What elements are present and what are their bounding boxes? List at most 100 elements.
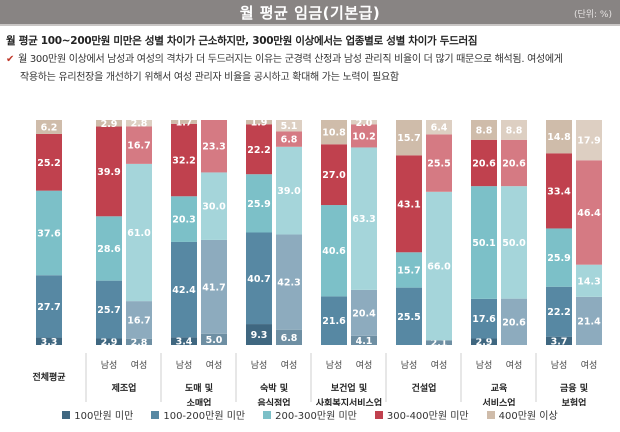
bar-segment (471, 186, 497, 299)
data-label: 20.6 (472, 158, 496, 169)
gender-label: 여성 (206, 359, 223, 371)
data-label: 17.6 (472, 314, 496, 325)
data-label: 33.4 (547, 186, 571, 197)
data-label: 15.7 (397, 265, 420, 276)
legend-label: 400만원 이상 (498, 411, 558, 422)
bar-segment (96, 280, 122, 339)
legend-swatch (486, 411, 495, 419)
data-label: 3.4 (176, 337, 193, 348)
bar-segment (321, 144, 347, 206)
bar-segment (171, 196, 197, 242)
unit-label: (단위: %) (573, 10, 612, 20)
gender-label: 남성 (551, 360, 568, 371)
note-line-1: 월 300만원 이상에서 남성과 여성의 격차가 더 두드러지는 이유는 군경력… (18, 54, 563, 65)
chart-title: 월 평균 임금(기본급) (239, 4, 381, 22)
data-label: 22.2 (547, 307, 570, 318)
bar-segment (576, 264, 602, 297)
chart-header: 월 평균 임금(기본급) (단위: %) (0, 0, 620, 26)
legend-item: 200-300만원 미만 (263, 407, 357, 422)
data-label: 16.7 (127, 141, 150, 152)
data-label: 6.8 (281, 333, 298, 344)
bar-segment (471, 298, 497, 339)
data-label: 2.9 (101, 119, 118, 130)
bar-segment (546, 120, 572, 154)
data-label: 8.8 (476, 125, 493, 136)
bar-segment (246, 232, 272, 325)
gender-label: 여성 (356, 359, 373, 371)
data-label: 63.3 (352, 214, 375, 225)
gender-label: 여성 (431, 359, 448, 371)
bar-segment (126, 120, 152, 127)
bar-segment (426, 134, 452, 192)
data-label: 15.7 (397, 133, 420, 144)
bar-segment (351, 289, 377, 336)
category-label: 전체평균 (32, 371, 66, 383)
note: ✔ 월 300만원 이상에서 남성과 여성의 격차가 더 두드러지는 이유는 군경… (6, 51, 616, 87)
data-label: 6.8 (281, 135, 298, 146)
data-label: 41.7 (202, 282, 225, 293)
bar-segment (201, 333, 227, 345)
legend-label: 100-200만원 미만 (163, 411, 246, 422)
data-label: 39.9 (97, 167, 120, 178)
category-label: 숙박 및 (260, 382, 288, 394)
data-label: 3.7 (551, 336, 568, 347)
category-label: 사회복지서비스업 (316, 397, 382, 406)
bar-segment (171, 241, 197, 338)
legend-item: 100만원 미만 (62, 407, 133, 422)
bar-segment (36, 133, 62, 191)
bar-segment (36, 190, 62, 276)
category-label: 교육 (491, 383, 508, 394)
data-label: 42.4 (172, 285, 196, 296)
data-label: 20.6 (502, 317, 526, 328)
gender-label: 남성 (101, 360, 118, 371)
gender-label: 남성 (401, 360, 418, 371)
bar-segment (171, 337, 197, 345)
data-label: 42.3 (277, 278, 300, 289)
data-label: 30.0 (202, 202, 226, 213)
bar-segment (276, 120, 302, 132)
data-label: 2.1 (431, 338, 448, 349)
bar-segment (201, 172, 227, 240)
stacked-bar-chart: 3.3 27.7 37.6 25.2 6.2 전체평균 2.9 25.7 28.6 39.9 2.9… (32, 117, 602, 406)
data-label: 17.9 (577, 136, 600, 147)
data-label: 4.1 (356, 336, 373, 347)
bar-segment (321, 205, 347, 297)
gender-label: 여성 (281, 359, 298, 371)
bar-segment (396, 120, 422, 156)
data-label: 25.9 (547, 253, 570, 264)
bar-segment (546, 336, 572, 345)
bar-segment (201, 120, 227, 173)
bar-segment (351, 335, 377, 345)
bar-segment (276, 146, 302, 235)
bar-segment (426, 340, 452, 345)
gender-label: 여성 (131, 359, 148, 371)
data-label: 2.0 (356, 118, 373, 129)
legend-label: 100만원 미만 (74, 411, 134, 422)
data-label: 2.9 (101, 337, 118, 348)
bar-segment (321, 120, 347, 145)
gender-label: 여성 (581, 359, 598, 371)
category-label: 건설업 (412, 382, 437, 394)
bar-segment (471, 120, 497, 140)
category-label: 제조업 (112, 382, 137, 394)
legend-swatch (151, 411, 160, 419)
data-label: 6.4 (431, 123, 448, 134)
data-label: 40.6 (322, 246, 346, 257)
data-label: 21.6 (322, 316, 346, 327)
bar-segment (351, 147, 377, 290)
bar-segment (96, 126, 122, 217)
data-label: 27.7 (37, 302, 60, 313)
data-label: 28.6 (97, 244, 121, 255)
data-label: 2.8 (131, 119, 148, 130)
legend-swatch (263, 411, 272, 419)
data-label: 10.2 (352, 131, 375, 142)
data-label: 14.3 (577, 276, 600, 287)
legend-swatch (374, 411, 383, 419)
data-label: 66.0 (427, 262, 451, 273)
data-label: 32.2 (172, 156, 195, 167)
bar-segment (576, 160, 602, 265)
bar-segment (201, 239, 227, 334)
legend-label: 200-300만원 미만 (275, 411, 357, 422)
category-label: 보건업 및 (331, 382, 367, 394)
bar-segment (276, 329, 302, 345)
